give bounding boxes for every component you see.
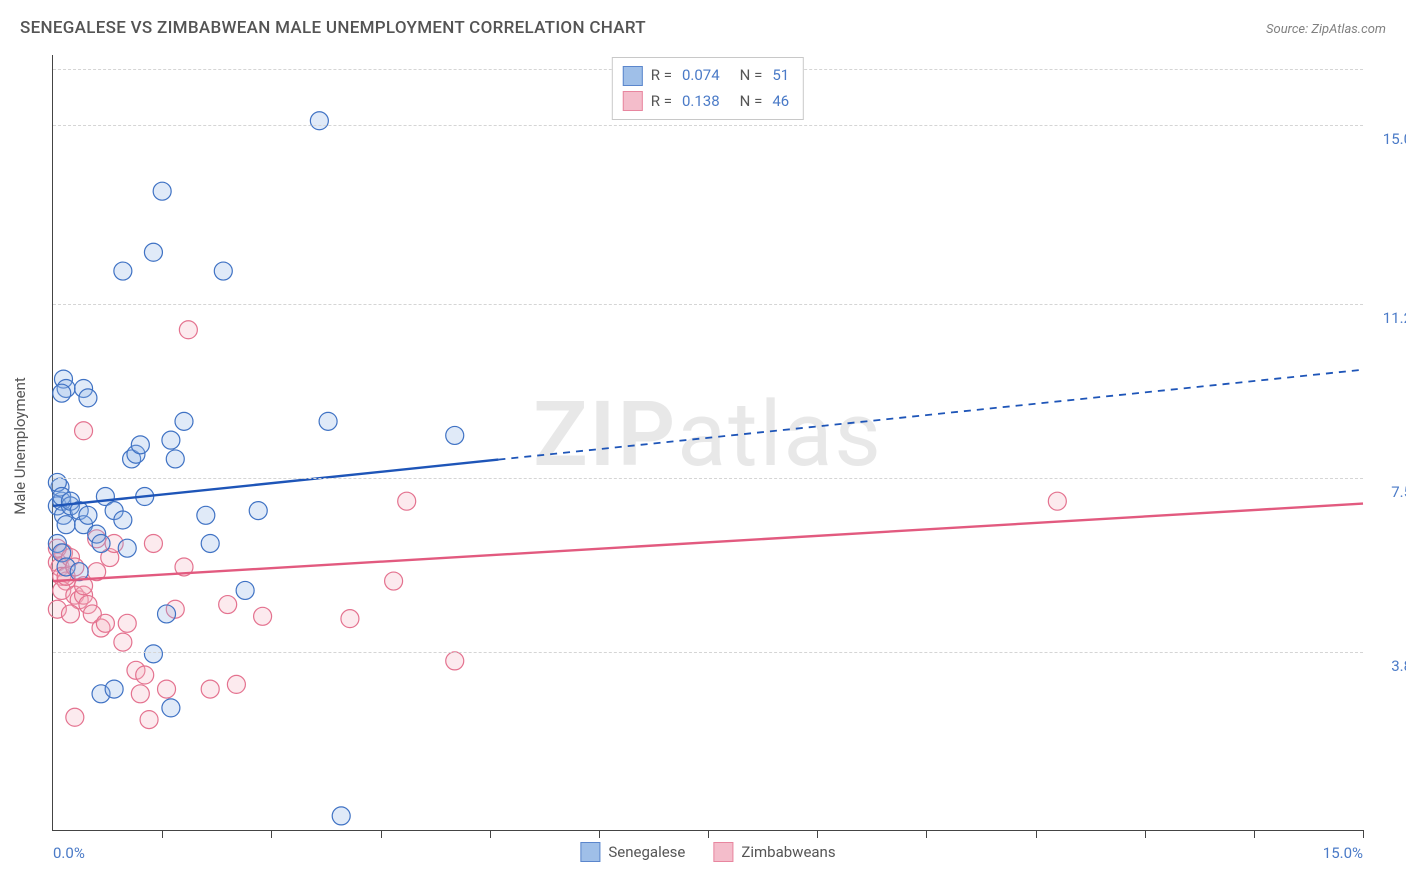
scatter-point: [105, 680, 123, 698]
x-tick: [1145, 830, 1146, 838]
scatter-point: [214, 262, 232, 280]
scatter-point: [144, 243, 162, 261]
scatter-point: [136, 666, 154, 684]
scatter-point: [162, 431, 180, 449]
scatter-point: [227, 675, 245, 693]
grid-line: [53, 478, 1363, 479]
source-attribution: Source: ZipAtlas.com: [1266, 22, 1386, 37]
scatter-point: [175, 412, 193, 430]
scatter-point: [166, 450, 184, 468]
x-tick: [162, 830, 163, 838]
scatter-point: [131, 436, 149, 454]
scatter-point: [57, 516, 75, 534]
trend-line-dashed: [498, 370, 1363, 460]
scatter-point: [66, 708, 84, 726]
scatter-point: [79, 389, 97, 407]
scatter-point: [179, 321, 197, 339]
swatch-senegalese: [623, 66, 643, 86]
scatter-point: [197, 506, 215, 524]
y-tick-label: 11.2%: [1368, 309, 1406, 327]
x-axis-min-label: 0.0%: [53, 844, 85, 862]
grid-line: [53, 304, 1363, 305]
scatter-point: [319, 412, 337, 430]
y-tick-label: 3.8%: [1368, 657, 1406, 675]
scatter-point: [140, 711, 158, 729]
scatter-point: [201, 680, 219, 698]
scatter-point: [75, 422, 93, 440]
scatter-point: [310, 112, 328, 130]
series-legend: Senegalese Zimbabweans: [580, 842, 835, 862]
x-tick: [381, 830, 382, 838]
legend-row-zimbabweans: R =0.138 N =46: [623, 89, 793, 115]
legend-row-senegalese: R =0.074 N =51: [623, 63, 793, 89]
scatter-point: [114, 262, 132, 280]
scatter-point: [219, 596, 237, 614]
scatter-point: [446, 652, 464, 670]
x-tick: [271, 830, 272, 838]
scatter-point: [96, 614, 114, 632]
scatter-point: [398, 492, 416, 510]
scatter-point: [153, 182, 171, 200]
grid-line: [53, 125, 1363, 126]
scatter-point: [162, 699, 180, 717]
swatch-zimbabweans: [623, 91, 643, 111]
scatter-point: [118, 614, 136, 632]
y-tick-label: 7.5%: [1368, 483, 1406, 501]
scatter-point: [254, 607, 272, 625]
x-tick: [1036, 830, 1037, 838]
chart-plot-area: ZIPatlas R =0.074 N =51 R =0.138 N =46 0…: [52, 55, 1363, 831]
chart-title: SENEGALESE VS ZIMBABWEAN MALE UNEMPLOYME…: [20, 18, 646, 38]
x-tick: [926, 830, 927, 838]
swatch-zimbabweans-icon: [713, 842, 733, 862]
scatter-point: [114, 633, 132, 651]
trend-line: [53, 460, 498, 506]
scatter-point: [158, 680, 176, 698]
x-tick: [817, 830, 818, 838]
grid-line: [53, 652, 1363, 653]
swatch-senegalese-icon: [580, 842, 600, 862]
y-tick-label: 15.0%: [1368, 130, 1406, 148]
scatter-point: [79, 506, 97, 524]
scatter-point: [158, 605, 176, 623]
scatter-svg: [53, 55, 1363, 830]
x-tick: [599, 830, 600, 838]
scatter-point: [332, 807, 350, 825]
scatter-point: [236, 581, 254, 599]
scatter-point: [249, 502, 267, 520]
scatter-point: [61, 605, 79, 623]
scatter-point: [114, 511, 132, 529]
scatter-point: [385, 572, 403, 590]
legend-item-senegalese: Senegalese: [580, 842, 685, 862]
x-tick: [1363, 830, 1364, 838]
x-tick: [1254, 830, 1255, 838]
scatter-point: [118, 539, 136, 557]
x-tick: [490, 830, 491, 838]
x-axis-max-label: 15.0%: [1323, 844, 1363, 862]
correlation-legend: R =0.074 N =51 R =0.138 N =46: [612, 57, 804, 120]
scatter-point: [144, 534, 162, 552]
scatter-point: [53, 384, 71, 402]
y-axis-label: Male Unemployment: [11, 377, 29, 515]
scatter-point: [144, 645, 162, 663]
scatter-point: [201, 534, 219, 552]
x-tick: [708, 830, 709, 838]
scatter-point: [341, 610, 359, 628]
scatter-point: [92, 534, 110, 552]
legend-item-zimbabweans: Zimbabweans: [713, 842, 835, 862]
scatter-point: [131, 685, 149, 703]
scatter-point: [1048, 492, 1066, 510]
trend-line: [53, 504, 1363, 582]
scatter-point: [446, 426, 464, 444]
